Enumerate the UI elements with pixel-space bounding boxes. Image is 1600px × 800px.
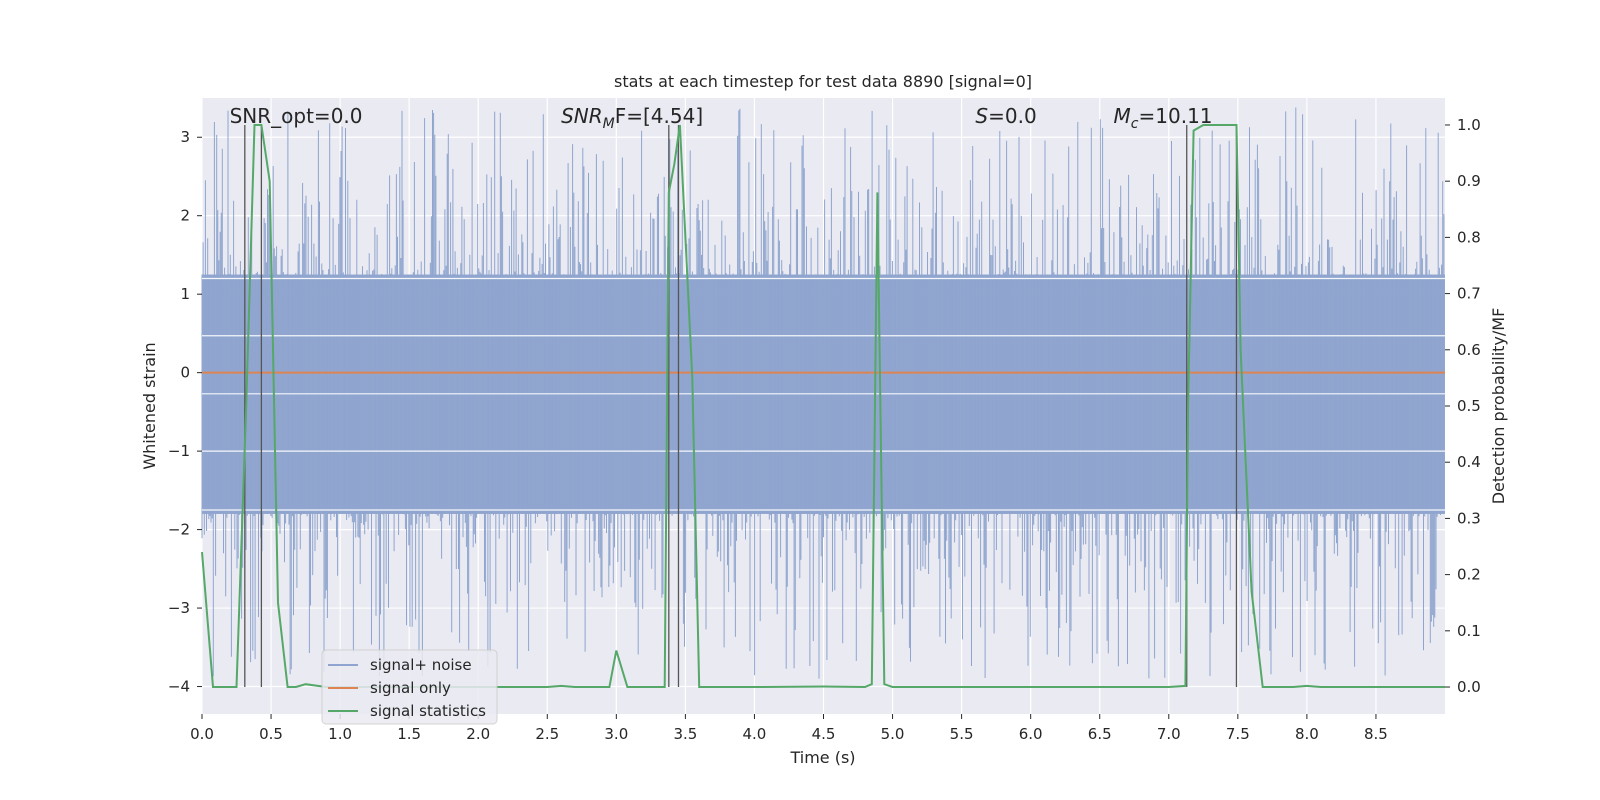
x-axis-label: Time (s) — [789, 748, 855, 767]
y2-tick-label: 0.7 — [1457, 285, 1481, 303]
x-tick-label: 6.0 — [1019, 725, 1043, 743]
x-tick-label: 4.0 — [743, 725, 767, 743]
y-tick-label: 1 — [180, 285, 190, 303]
y2-tick-label: 1.0 — [1457, 116, 1481, 134]
x-axis-ticks: 0.0 0.5 1.0 1.5 2.0 2.5 3.0 3.5 4.0 4.5 5.0 5.5 6.0 6… — [190, 714, 1388, 743]
y-tick-label: 0 — [180, 364, 190, 382]
y2-tick-label: 0.0 — [1457, 678, 1481, 696]
y-tick-label: 3 — [180, 128, 190, 146]
y-axis-ticks: −4 −3 −2 −1 0 1 2 3 — [168, 128, 202, 696]
signal-plus-noise-series — [201, 107, 1445, 679]
y2-axis-ticks: 0.0 0.1 0.2 0.3 0.4 0.5 0.6 0.7 0.8 0.9 1.0 — [1445, 116, 1481, 696]
y-tick-label: −1 — [168, 442, 190, 460]
y2-tick-label: 0.9 — [1457, 172, 1481, 190]
signal-statistics-series — [201, 124, 1445, 689]
x-tick-label: 7.5 — [1226, 725, 1250, 743]
legend-label: signal+ noise — [370, 656, 472, 674]
x-tick-label: 1.0 — [328, 725, 352, 743]
y-tick-label: −2 — [168, 521, 190, 539]
y-tick-label: −4 — [168, 678, 190, 696]
x-tick-label: 1.5 — [397, 725, 421, 743]
x-tick-label: 7.0 — [1157, 725, 1181, 743]
annotations: SNR_opt=0.0 SNRMF=[4.54] S=0.0 Mc=10.11 — [230, 104, 1213, 132]
legend-label: signal only — [370, 679, 451, 697]
x-tick-label: 0.0 — [190, 725, 214, 743]
annotation-text: S=0.0 — [975, 104, 1036, 128]
y2-tick-label: 0.6 — [1457, 341, 1481, 359]
x-tick-label: 2.5 — [535, 725, 559, 743]
x-tick-label: 0.5 — [259, 725, 283, 743]
x-tick-label: 4.5 — [812, 725, 836, 743]
x-tick-label: 6.5 — [1088, 725, 1112, 743]
x-tick-label: 2.0 — [466, 725, 490, 743]
y2-tick-label: 0.2 — [1457, 566, 1481, 584]
annotation-text: SNRMF=[4.54] — [561, 104, 703, 132]
x-tick-label: 8.0 — [1295, 725, 1319, 743]
x-tick-label: 3.5 — [673, 725, 697, 743]
y-axis-label: Whitened strain — [140, 342, 159, 469]
y2-tick-label: 0.8 — [1457, 228, 1481, 246]
y2-tick-label: 0.5 — [1457, 397, 1481, 415]
x-tick-label: 8.5 — [1364, 725, 1388, 743]
legend-box — [321, 649, 498, 725]
y2-tick-label: 0.4 — [1457, 453, 1481, 471]
y2-axis-label: Detection probability/MF — [1489, 308, 1508, 505]
y2-tick-label: 0.3 — [1457, 509, 1481, 527]
y2-tick-label: 0.1 — [1457, 622, 1481, 640]
y-tick-label: −3 — [168, 599, 190, 617]
legend-label: signal statistics — [370, 702, 486, 720]
y-tick-label: 2 — [180, 207, 190, 225]
legend: signal+ noise signal only signal statistic… — [321, 649, 498, 725]
x-tick-label: 5.5 — [950, 725, 974, 743]
chart-title: stats at each timestep for test data 889… — [614, 72, 1032, 91]
x-tick-label: 5.0 — [881, 725, 905, 743]
annotation-text: SNR_opt=0.0 — [230, 104, 363, 128]
x-tick-label: 3.0 — [604, 725, 628, 743]
annotation-text: Mc=10.11 — [1114, 104, 1213, 132]
